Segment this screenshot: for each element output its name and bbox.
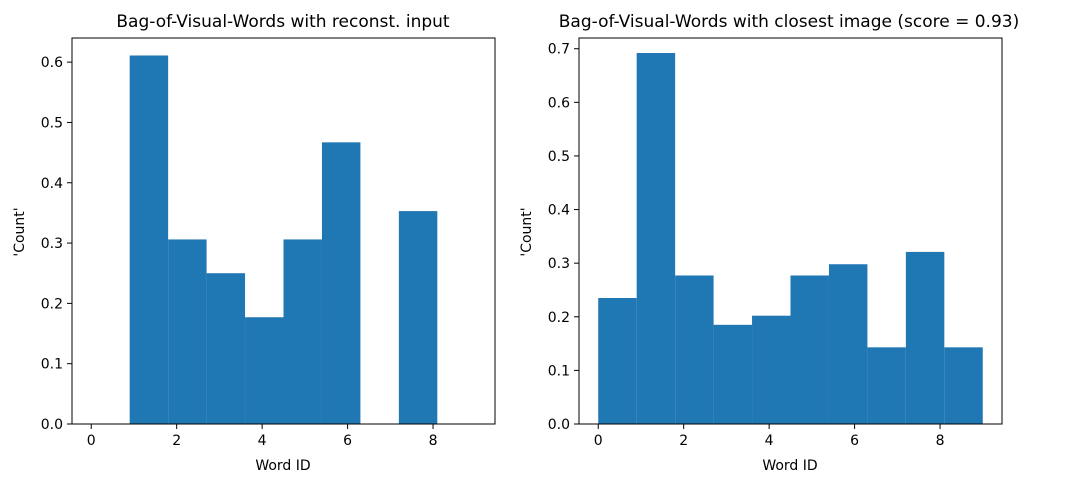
histogram-bar [129, 55, 169, 424]
histogram-bar [636, 53, 676, 425]
y-tick-label: 0.5 [548, 149, 570, 165]
x-axis-label: Word ID [762, 458, 817, 474]
histogram-bar [905, 251, 945, 424]
histogram-bar [598, 298, 637, 424]
ticks: 0 2 4 6 8 0.0 0.1 0.2 0.3 0.4 0.5 0.6 [41, 55, 438, 449]
y-tick-label: 0.2 [41, 296, 63, 312]
x-tick-label: 8 [936, 433, 945, 449]
histogram-bar [752, 315, 791, 424]
histogram-bar [206, 273, 246, 424]
x-tick-label: 4 [765, 433, 774, 449]
chart-title: Bag-of-Visual-Words with reconst. input [116, 12, 450, 32]
histogram-bar [398, 211, 438, 424]
plot-frame [71, 37, 496, 425]
y-tick-label: 0.6 [548, 95, 570, 111]
histogram-bar [828, 264, 868, 424]
bars [598, 53, 983, 425]
x-tick-label: 0 [87, 433, 96, 449]
y-tick-label: 0.3 [41, 236, 63, 252]
x-tick-label: 2 [679, 433, 688, 449]
y-tick-label: 0.6 [41, 55, 63, 71]
y-tick-label: 0.5 [41, 115, 63, 131]
x-tick-label: 6 [850, 433, 859, 449]
x-tick-label: 8 [429, 433, 438, 449]
y-tick-label: 0.1 [548, 363, 570, 379]
x-tick-label: 2 [172, 433, 181, 449]
y-tick-label: 0.1 [41, 357, 63, 373]
y-tick-label: 0.7 [548, 42, 570, 58]
histogram-bar [321, 142, 361, 424]
ticks: 0 2 4 6 8 0.0 0.1 0.2 0.3 0.4 0.5 0.6 0.7 [548, 42, 945, 449]
left-histogram-panel: Bag-of-Visual-Words with reconst. input … [12, 12, 496, 474]
histogram-bar [245, 317, 284, 424]
histogram-bar [168, 239, 207, 424]
y-tick-label: 0.0 [548, 417, 570, 433]
y-tick-label: 0.3 [548, 256, 570, 272]
histogram-bar [713, 324, 753, 424]
chart-title: Bag-of-Visual-Words with closest image (… [559, 12, 1019, 32]
right-histogram-panel: Bag-of-Visual-Words with closest image (… [519, 12, 1019, 474]
plot-frame [578, 37, 1003, 425]
y-tick-label: 0.4 [548, 203, 570, 219]
x-tick-label: 4 [258, 433, 267, 449]
y-axis-label: 'Count' [12, 207, 28, 256]
y-tick-label: 0.2 [548, 310, 570, 326]
y-tick-label: 0.0 [41, 417, 63, 433]
x-axis-label: Word ID [255, 458, 310, 474]
x-tick-label: 0 [594, 433, 603, 449]
histogram-bar [675, 275, 714, 424]
histogram-bar [283, 239, 322, 424]
y-axis-label: 'Count' [519, 207, 535, 256]
x-tick-label: 6 [343, 433, 352, 449]
y-tick-label: 0.4 [41, 176, 63, 192]
histogram-bar [944, 347, 983, 424]
histogram-bar [790, 275, 829, 424]
bars [129, 55, 438, 424]
histogram-bar [867, 347, 906, 424]
